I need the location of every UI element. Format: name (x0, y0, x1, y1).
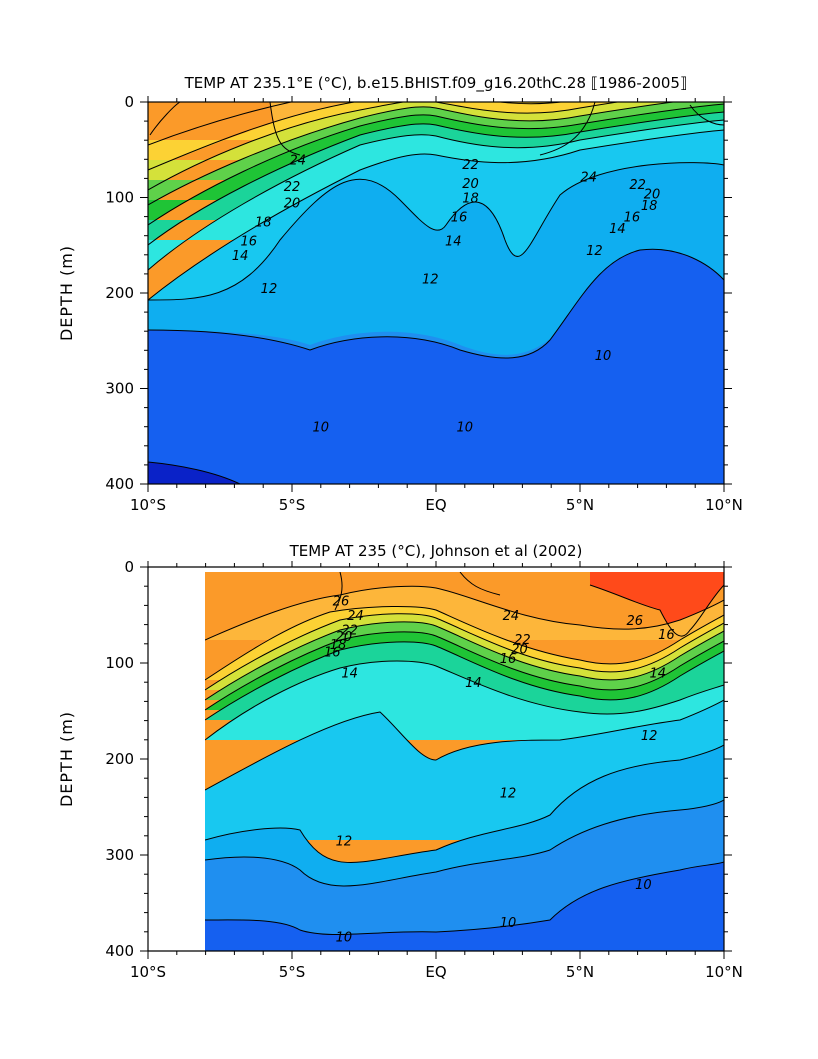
contour-label-14: 14 (649, 667, 666, 682)
contour-label-12: 12 (261, 282, 278, 297)
x-tick-label: 10°S (130, 963, 166, 981)
x-tick-label: 10°S (130, 496, 166, 514)
contour-label-20: 20 (284, 196, 301, 211)
panel-model: TEMP AT 235.1°E (°C), b.e15.BHIST.f09_g1… (57, 74, 743, 514)
contour-label-10: 10 (336, 931, 353, 946)
y-tick-label: 100 (105, 189, 134, 207)
contour-label-10: 10 (313, 421, 330, 436)
contour-label-24: 24 (580, 170, 597, 185)
y-tick-label: 300 (105, 846, 134, 864)
x-tick-label: 5°S (279, 963, 306, 981)
contour-label-16: 16 (624, 211, 641, 226)
x-tick-label: 10°N (705, 963, 743, 981)
panel-observed-contour-labels: 2624222018161424222016142616141212121010… (324, 595, 675, 946)
contour-label-20: 20 (644, 188, 661, 203)
panel-observed-title: TEMP AT 235 (°C), Johnson et al (2002) (289, 542, 583, 560)
contour-label-26: 26 (626, 614, 643, 629)
x-tick-label: 5°S (279, 496, 306, 514)
y-tick-label: 200 (105, 750, 134, 768)
panel-observed-axes: 10°S 5°S EQ 5°N 10°N 0 100 200 300 400 (105, 558, 743, 981)
contour-label-10: 10 (595, 349, 612, 364)
contour-label-20: 20 (462, 177, 479, 192)
panel-model-contour-labels: 2422201816141210222018161412242220181614… (232, 153, 660, 435)
contour-label-14: 14 (609, 222, 626, 237)
y-tick-label: 0 (124, 558, 134, 576)
contour-label-12: 12 (586, 244, 603, 259)
contour-label-18: 18 (255, 215, 272, 230)
panel-model-ylabel: DEPTH (m) (57, 245, 76, 341)
contour-label-18: 18 (641, 199, 658, 214)
x-tick-label: 5°N (566, 963, 594, 981)
contour-label-10: 10 (635, 878, 652, 893)
y-tick-label: 400 (105, 475, 134, 493)
contour-label-16: 16 (324, 645, 341, 660)
panel-observed-field: 2624222018161424222016142616141212121010… (205, 572, 724, 951)
contour-label-14: 14 (445, 234, 462, 249)
contour-label-14: 14 (341, 667, 358, 682)
contour-label-20: 20 (336, 630, 353, 645)
contour-label-22: 22 (284, 180, 301, 195)
contour-label-12: 12 (422, 273, 439, 288)
y-tick-label: 100 (105, 654, 134, 672)
contour-label-24: 24 (289, 153, 306, 168)
panel-observed: TEMP AT 235 (°C), Johnson et al (2002) (57, 542, 743, 981)
y-tick-label: 300 (105, 380, 134, 398)
contour-label-26: 26 (333, 595, 350, 610)
contour-label-16: 16 (241, 234, 258, 249)
contour-label-24: 24 (347, 609, 364, 624)
contour-label-14: 14 (465, 676, 482, 691)
contour-label-16: 16 (451, 211, 468, 226)
contour-label-22: 22 (514, 633, 531, 648)
x-tick-label: EQ (425, 496, 446, 514)
y-tick-label: 0 (124, 93, 134, 111)
contour-label-24: 24 (503, 609, 520, 624)
contour-label-20: 20 (511, 643, 528, 658)
contour-label-22: 22 (341, 623, 358, 638)
x-tick-label: EQ (425, 963, 446, 981)
x-tick-label: 10°N (705, 496, 743, 514)
contour-label-18: 18 (462, 192, 479, 207)
contour-label-16: 16 (500, 652, 517, 667)
contour-label-10: 10 (457, 421, 474, 436)
panel-observed-ylabel: DEPTH (m) (57, 711, 76, 807)
panel-model-field: 2422201816141210222018161412242220181614… (148, 102, 724, 484)
panel-model-title: TEMP AT 235.1°E (°C), b.e15.BHIST.f09_g1… (184, 74, 688, 93)
contour-label-16: 16 (658, 628, 675, 643)
y-tick-label: 400 (105, 942, 134, 960)
contour-label-10: 10 (500, 916, 517, 931)
x-tick-label: 5°N (566, 496, 594, 514)
contour-label-14: 14 (232, 249, 249, 264)
contour-label-12: 12 (336, 835, 353, 850)
contour-label-12: 12 (500, 787, 517, 802)
y-tick-label: 200 (105, 284, 134, 302)
contour-label-12: 12 (641, 729, 658, 744)
contour-label-18: 18 (330, 638, 347, 653)
contour-label-22: 22 (629, 178, 646, 193)
panel-model-axes: 10°S 5°S EQ 5°N 10°N 0 100 200 300 400 (105, 93, 743, 514)
contour-label-22: 22 (462, 158, 479, 173)
